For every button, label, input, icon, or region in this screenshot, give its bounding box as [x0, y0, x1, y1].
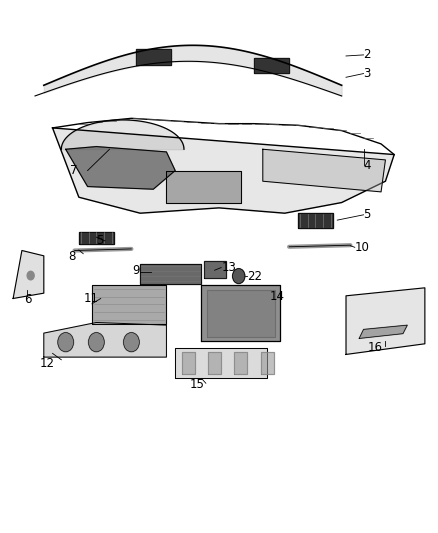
- Polygon shape: [263, 149, 385, 192]
- Text: 7: 7: [70, 164, 78, 177]
- Polygon shape: [261, 352, 274, 374]
- Polygon shape: [207, 290, 275, 337]
- Text: 13: 13: [221, 261, 236, 274]
- Circle shape: [233, 269, 245, 284]
- Circle shape: [88, 333, 104, 352]
- Text: 5: 5: [364, 208, 371, 221]
- Text: 15: 15: [189, 378, 204, 391]
- Polygon shape: [53, 128, 394, 213]
- Polygon shape: [234, 352, 247, 374]
- Text: 16: 16: [368, 341, 383, 354]
- Polygon shape: [208, 352, 221, 374]
- Polygon shape: [175, 348, 267, 378]
- Circle shape: [58, 333, 74, 352]
- Text: 14: 14: [269, 290, 284, 303]
- Polygon shape: [66, 147, 175, 189]
- Polygon shape: [140, 264, 201, 284]
- Polygon shape: [44, 322, 166, 357]
- Text: 2: 2: [364, 49, 371, 61]
- Text: 22: 22: [247, 270, 262, 282]
- Polygon shape: [92, 285, 166, 324]
- Text: 5: 5: [96, 235, 104, 247]
- Text: 9: 9: [132, 264, 139, 277]
- Polygon shape: [201, 285, 280, 341]
- Text: 11: 11: [83, 292, 98, 305]
- Polygon shape: [136, 49, 171, 64]
- Polygon shape: [182, 352, 195, 374]
- Text: 6: 6: [24, 293, 32, 306]
- Circle shape: [124, 333, 139, 352]
- Text: 10: 10: [355, 241, 370, 254]
- Text: 12: 12: [39, 357, 54, 370]
- Polygon shape: [254, 58, 289, 72]
- Text: 3: 3: [364, 67, 371, 80]
- Polygon shape: [298, 213, 333, 228]
- Text: 8: 8: [68, 251, 75, 263]
- Circle shape: [27, 271, 34, 280]
- Polygon shape: [79, 232, 114, 244]
- Polygon shape: [204, 261, 226, 278]
- Text: 4: 4: [364, 159, 371, 172]
- Polygon shape: [359, 325, 407, 338]
- Polygon shape: [13, 251, 44, 298]
- Polygon shape: [166, 171, 241, 203]
- Polygon shape: [346, 288, 425, 354]
